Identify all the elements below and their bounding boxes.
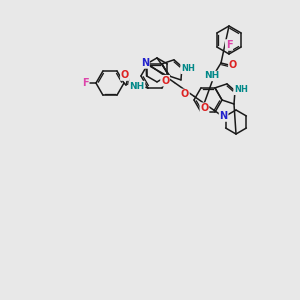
Text: N: N bbox=[141, 58, 149, 68]
Text: O: O bbox=[200, 103, 208, 113]
Text: NH: NH bbox=[204, 71, 220, 80]
Text: O: O bbox=[181, 89, 189, 100]
Text: F: F bbox=[226, 40, 232, 50]
Text: O: O bbox=[229, 60, 237, 70]
Text: NH: NH bbox=[234, 85, 248, 94]
Text: O: O bbox=[121, 70, 129, 80]
Text: NH: NH bbox=[181, 64, 195, 73]
Text: N: N bbox=[220, 111, 228, 121]
Text: O: O bbox=[161, 76, 169, 86]
Text: F: F bbox=[82, 78, 88, 88]
Text: NH: NH bbox=[129, 82, 145, 91]
